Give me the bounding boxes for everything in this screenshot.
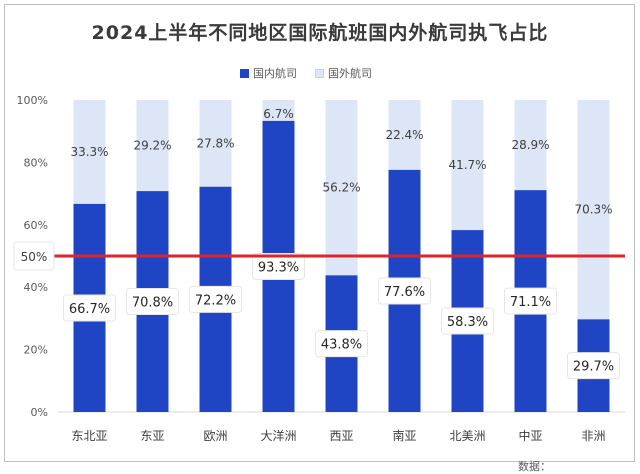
data-label-box-domestic [567, 352, 620, 380]
reference-line-label: 50% [21, 250, 48, 264]
data-label-domestic: 29.7% [573, 360, 614, 375]
x-category-label: 非洲 [581, 429, 605, 443]
reference-label-box [13, 241, 55, 271]
data-label-foreign: 70.3% [574, 203, 612, 217]
data-label-box-domestic [441, 307, 494, 335]
data-label-box-domestic [252, 252, 305, 280]
data-label-domestic: 43.8% [321, 338, 362, 353]
data-label-foreign: 27.8% [196, 136, 234, 150]
legend: 国内航司 国外航司 [240, 66, 390, 80]
bar-foreign [199, 100, 232, 187]
data-label-foreign: 6.7% [263, 107, 294, 121]
x-category-label: 南亚 [392, 428, 416, 443]
bar-foreign [136, 100, 169, 192]
data-label-domestic: 66.7% [69, 302, 110, 317]
y-tick-label: 100% [17, 94, 48, 107]
legend-swatch-domestic [240, 68, 249, 78]
y-tick-label: 40% [24, 281, 48, 294]
bar-foreign [451, 100, 484, 231]
data-label-box-domestic [315, 330, 368, 358]
x-category-label: 欧洲 [203, 429, 227, 443]
x-category-label: 北美洲 [449, 429, 485, 443]
data-label-box-domestic [63, 294, 116, 322]
y-tick-label: 80% [24, 156, 48, 169]
data-label-foreign: 29.2% [133, 139, 171, 153]
legend-label-domestic: 国内航司 [253, 67, 297, 80]
data-label-box-domestic [126, 288, 179, 316]
data-label-box-domestic [378, 277, 431, 305]
data-label-box-domestic [504, 287, 557, 315]
data-label-foreign: 41.7% [448, 158, 486, 172]
data-label-domestic: 70.8% [132, 296, 173, 311]
legend-item-domestic: 国内航司 [240, 65, 297, 81]
y-tick-label: 20% [24, 344, 48, 357]
legend-label-foreign: 国外航司 [328, 67, 372, 80]
x-category-label: 西亚 [329, 429, 353, 443]
footer-note: 数据： [518, 460, 551, 473]
x-category-label: 东亚 [140, 429, 164, 443]
legend-item-foreign: 国外航司 [315, 65, 372, 81]
bar-foreign [73, 100, 106, 204]
x-category-label: 东北亚 [71, 429, 107, 443]
legend-swatch-foreign [315, 68, 324, 78]
data-label-foreign: 33.3% [70, 145, 108, 159]
bar-foreign [325, 100, 358, 276]
y-tick-label: 60% [24, 219, 48, 232]
bar-foreign [514, 100, 547, 191]
y-tick-label: 0% [31, 406, 48, 419]
data-label-foreign: 56.2% [322, 181, 360, 195]
bar-foreign [262, 100, 295, 121]
data-label-domestic: 71.1% [510, 295, 551, 310]
data-label-foreign: 22.4% [385, 128, 423, 142]
bar-foreign [577, 100, 610, 320]
chart-title: 2024上半年不同地区国际航班国内外航司执飞占比 [91, 22, 549, 44]
data-label-box-domestic [189, 285, 242, 313]
data-label-domestic: 58.3% [447, 315, 488, 330]
bar-foreign [388, 100, 421, 170]
data-label-domestic: 77.6% [384, 285, 425, 300]
x-category-label: 中亚 [518, 428, 542, 443]
x-category-label: 大洋洲 [260, 428, 296, 443]
data-label-foreign: 28.9% [511, 138, 549, 152]
data-label-domestic: 72.2% [195, 293, 236, 308]
data-label-domestic: 93.3% [258, 260, 299, 275]
